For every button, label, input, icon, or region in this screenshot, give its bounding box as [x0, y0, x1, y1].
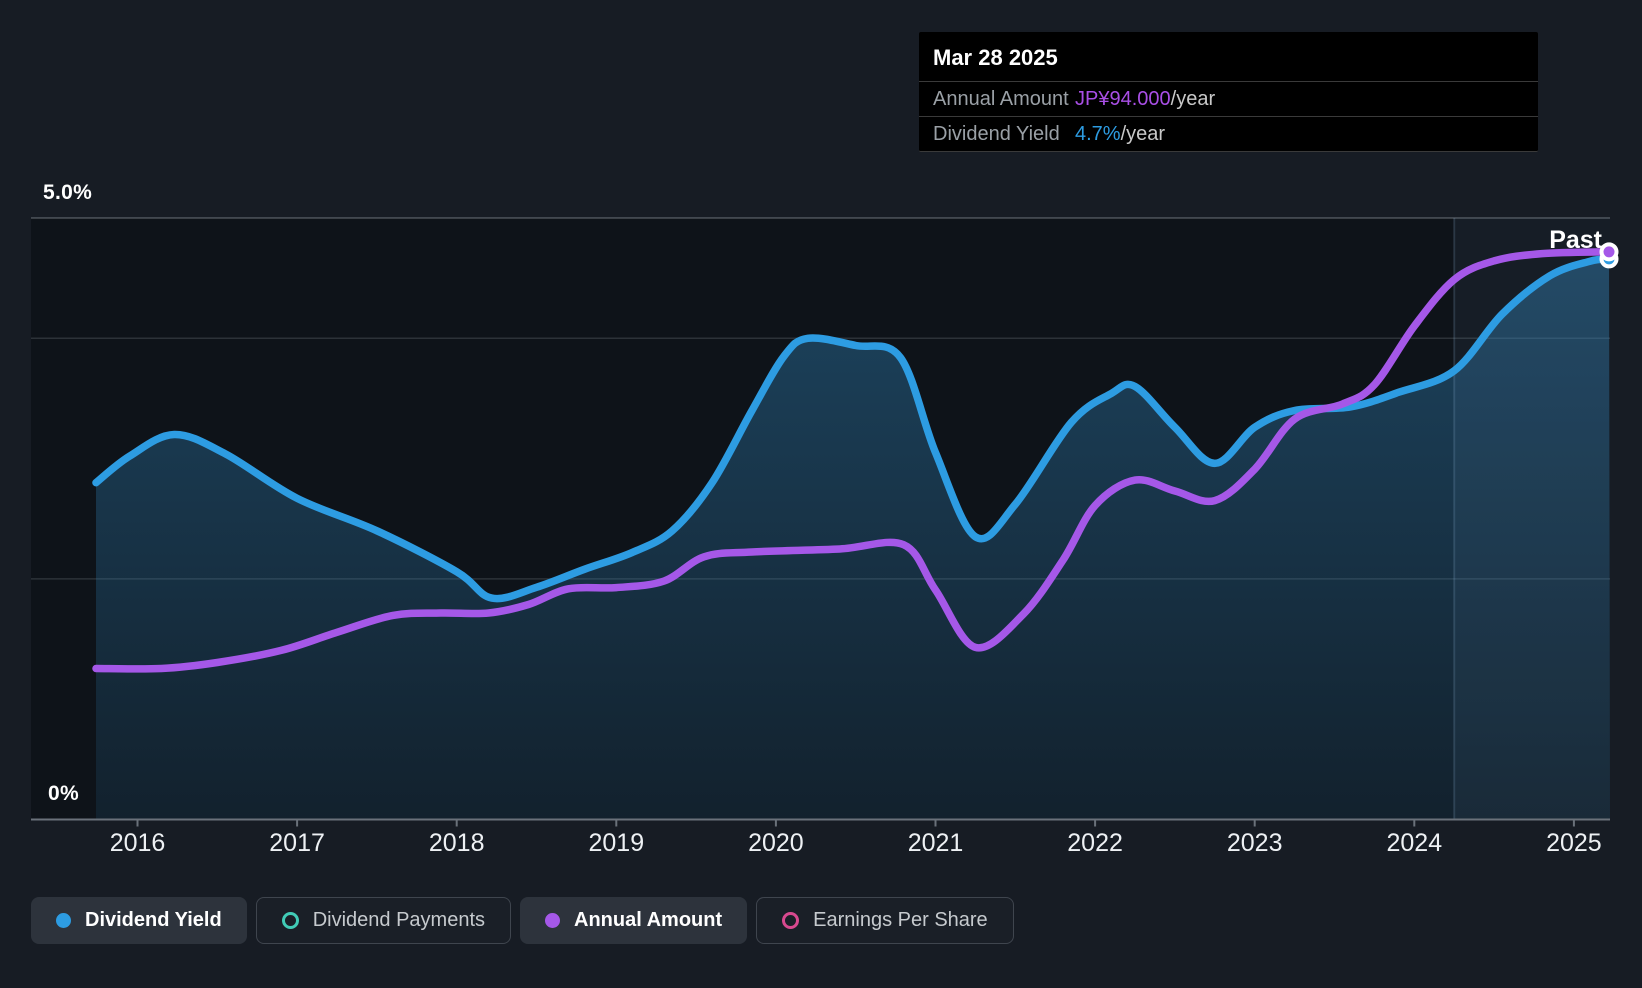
x-tick-label-2025: 2025 [1546, 829, 1602, 857]
x-tick-label-2022: 2022 [1067, 829, 1123, 857]
earnings-per-share-swatch-icon [782, 912, 800, 929]
yield-area-fill [96, 258, 1610, 820]
annual-amount-line [92, 248, 1613, 673]
tooltip-label-dividend-yield: Dividend Yield [933, 123, 1060, 145]
tooltip-suffix-dividend-yield: /year [1120, 123, 1166, 145]
tooltip-label-annual-amount: Annual Amount [933, 88, 1069, 110]
x-tick-label-2023: 2023 [1227, 829, 1283, 857]
legend-label: Annual Amount [574, 909, 723, 931]
x-tick-label-2018: 2018 [429, 829, 485, 857]
dividend-yield-line [92, 255, 1613, 603]
past-region-band [1454, 218, 1610, 820]
tooltip-date: Mar 28 2025 [919, 32, 1538, 82]
tooltip-suffix-annual-amount: /year [1170, 88, 1216, 110]
legend-item-earnings-per-share[interactable]: Earnings Per Share [756, 897, 1014, 944]
tooltip-value-annual-amount: JP¥94.000/year [1075, 88, 1216, 110]
legend-item-dividend-yield[interactable]: Dividend Yield [31, 897, 247, 944]
x-tick-label-2021: 2021 [908, 829, 964, 857]
legend-label: Dividend Payments [312, 909, 486, 931]
x-tick-label-2020: 2020 [748, 829, 804, 857]
y-axis-label-top: 5.0% [43, 181, 93, 204]
past-region-label: Past [1549, 226, 1602, 254]
tooltip-row-annual-amount: Annual Amount JP¥94.000/year [919, 82, 1538, 117]
x-tick-label-2017: 2017 [269, 829, 325, 857]
annual-amount-swatch-icon [545, 913, 561, 928]
chart-tooltip: Mar 28 2025 Annual Amount JP¥94.000/year… [919, 32, 1538, 152]
series-legend: Dividend Yield Dividend Payments Annual … [31, 897, 1014, 944]
dividend-yield-swatch-icon [56, 913, 71, 928]
x-tick-label-2016: 2016 [110, 829, 166, 857]
tooltip-value-dividend-yield: 4.7%/year [1075, 123, 1166, 145]
legend-item-annual-amount[interactable]: Annual Amount [520, 897, 748, 944]
x-tick-label-2019: 2019 [588, 829, 644, 857]
dividend-payments-swatch-icon [281, 912, 299, 929]
x-tick-label-2024: 2024 [1386, 829, 1442, 857]
legend-label: Earnings Per Share [813, 909, 988, 931]
legend-item-dividend-payments[interactable]: Dividend Payments [255, 897, 512, 944]
y-axis-label-zero: 0% [48, 782, 79, 805]
tooltip-row-dividend-yield: Dividend Yield 4.7%/year [919, 117, 1538, 151]
annual-amount-end-marker [1599, 242, 1619, 262]
legend-label: Dividend Yield [85, 909, 222, 931]
